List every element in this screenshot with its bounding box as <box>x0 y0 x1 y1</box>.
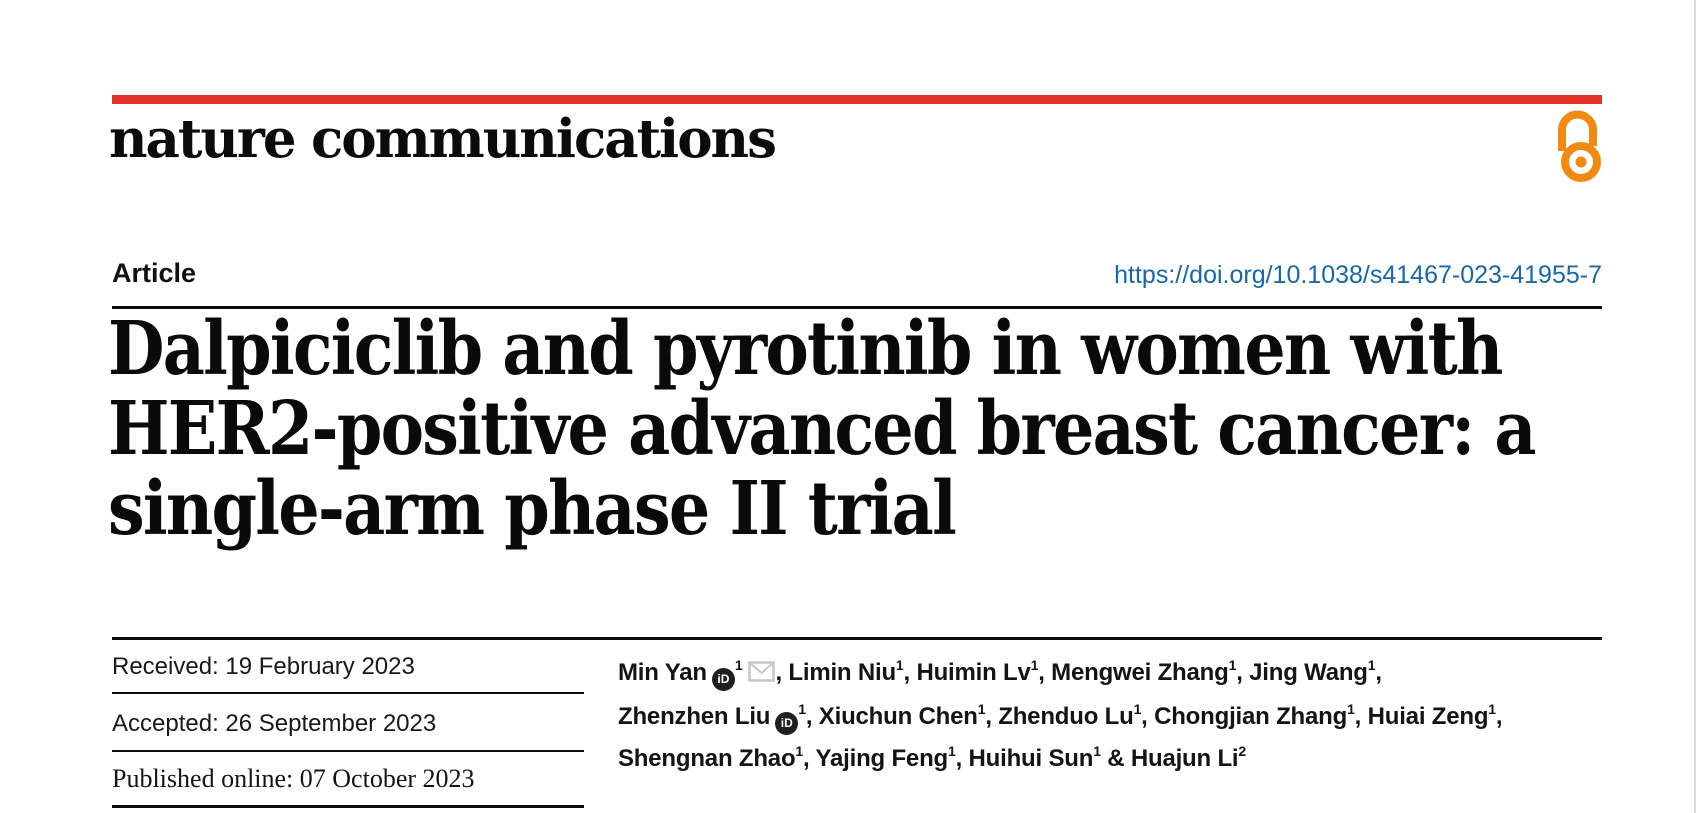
article-title-line-1: Dalpiciclib and pyrotinib in women with <box>108 306 1503 392</box>
author-name: , Xiuchun Chen <box>805 702 978 730</box>
affiliation-superscript: 1 <box>798 700 806 717</box>
author-name: , Huiai Zeng <box>1354 702 1489 730</box>
author-name: , Huimin Lv <box>903 659 1031 686</box>
affiliation-superscript: 1 <box>795 742 803 759</box>
published-date: Published online: 07 October 2023 <box>112 764 475 793</box>
history-divider-3 <box>112 805 584 808</box>
masthead-accent-bar <box>112 95 1602 104</box>
article-type-row: Article https://doi.org/10.1038/s41467-0… <box>112 258 1602 294</box>
affiliation-superscript: 1 <box>977 700 986 717</box>
author-name: , Limin Niu <box>775 659 896 686</box>
journal-wordmark: nature communications <box>109 108 777 170</box>
author-name: , Mengwei Zhang <box>1038 659 1229 686</box>
affiliation-superscript: 1 <box>1030 657 1039 673</box>
affiliation-superscript: 1 <box>1367 657 1376 673</box>
received-date: Received: 19 February 2023 <box>112 653 415 680</box>
author-name: Shengnan Zhao <box>618 744 796 772</box>
history-divider-1 <box>112 692 584 694</box>
affiliation-superscript: 1 <box>1488 700 1496 717</box>
author-name: , Zhenduo Lu <box>985 702 1134 730</box>
history-divider-2 <box>112 750 584 752</box>
orcid-icon[interactable]: iD <box>775 711 799 735</box>
article-title-line-3: single-arm phase II trial <box>108 466 957 552</box>
affiliation-superscript: 2 <box>1238 742 1246 759</box>
author-name: Min Yan <box>618 659 707 686</box>
author-name: , Jing Wang <box>1236 659 1368 686</box>
affiliation-superscript: 1 <box>1228 657 1237 673</box>
affiliation-superscript: 1 <box>1347 700 1355 717</box>
affiliation-superscript: 1 <box>895 657 904 673</box>
author-name: Zhenzhen Liu <box>618 702 771 730</box>
affiliation-superscript: 1 <box>734 657 743 673</box>
affiliation-superscript: 1 <box>1093 742 1101 759</box>
open-access-icon <box>1558 110 1601 182</box>
page-edge-divider <box>1694 0 1696 813</box>
accepted-date: Accepted: 26 September 2023 <box>112 710 437 737</box>
header-rule <box>112 306 1602 309</box>
author-list: Min Yan iD1, Limin Niu1, Huimin Lv1, Meng… <box>618 649 1608 776</box>
author-line: Zhenzhen Liu iD1, Xiuchun Chen1, Zhenduo … <box>618 693 1608 735</box>
author-name: , <box>1375 659 1382 686</box>
author-line: Min Yan iD1, Limin Niu1, Huimin Lv1, Meng… <box>618 649 1608 693</box>
author-name: , Yajing Feng <box>803 744 948 772</box>
doi-link[interactable]: https://doi.org/10.1038/s41467-023-41955… <box>1114 261 1602 289</box>
author-name: , Huihui Sun <box>955 744 1094 772</box>
author-name: & Huajun Li <box>1100 744 1239 772</box>
author-name: , <box>1495 702 1503 730</box>
article-type-label: Article <box>112 258 197 288</box>
history-top-rule <box>112 637 1602 640</box>
email-envelope-icon[interactable] <box>748 657 776 693</box>
affiliation-superscript: 1 <box>1133 700 1142 717</box>
orcid-icon[interactable]: iD <box>711 668 735 691</box>
article-title-line-2: HER2-positive advanced breast cancer: a <box>108 386 1537 472</box>
author-name: , Chongjian Zhang <box>1141 702 1348 730</box>
article-title: Dalpiciclib and pyrotinib in women with … <box>108 309 1604 549</box>
affiliation-superscript: 1 <box>948 742 956 759</box>
author-line: Shengnan Zhao1, Yajing Feng1, Huihui Sun… <box>618 735 1608 777</box>
